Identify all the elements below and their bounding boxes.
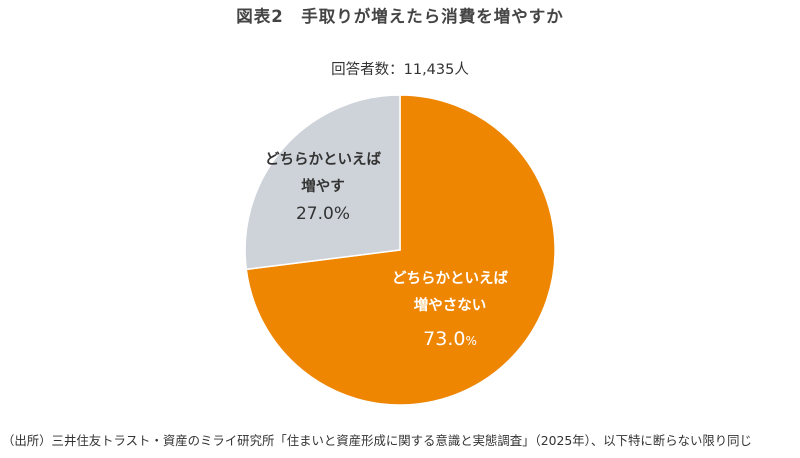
slice-label-line2: 増やす [301, 179, 345, 195]
slice-value: 27.0% [295, 204, 350, 224]
slice-value: 73.0% [370, 326, 530, 355]
slice-label-not-increase: どちらかといえば 増やさない 73.0% [370, 266, 530, 355]
chart-title: 図表2 手取りが増えたら消費を増やすか [236, 7, 564, 26]
slice-increase [244, 94, 401, 271]
respondent-count: 回答者数：11,435人 [331, 62, 469, 78]
slice-label-line1: どちらかといえば [265, 152, 381, 168]
slice-value-unit: % [465, 334, 477, 348]
source-note: （出所）三井住友トラスト・資産のミライ研究所「住まいと資産形成に関する意識と実態… [2, 433, 752, 448]
slice-value-number: 73.0 [423, 328, 466, 350]
slice-label-line2: 増やさない [413, 298, 487, 314]
slice-label-line1: どちらかといえば [392, 271, 508, 287]
slice-label-increase: どちらかといえば 増やす 27.0% [238, 147, 408, 228]
